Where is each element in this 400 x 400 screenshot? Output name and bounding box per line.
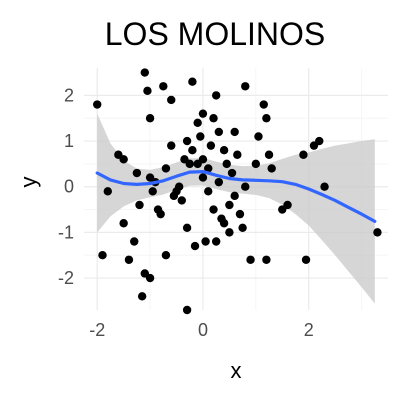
data-point — [201, 237, 210, 246]
data-point — [161, 251, 171, 260]
data-point — [174, 182, 184, 191]
data-point — [98, 251, 107, 260]
data-point — [188, 145, 197, 155]
data-point — [225, 228, 234, 237]
y-tick-label: -1 — [58, 222, 74, 242]
data-point — [188, 77, 197, 86]
data-point — [222, 159, 231, 169]
data-point — [137, 292, 147, 301]
data-point — [219, 145, 229, 155]
data-point — [254, 132, 263, 141]
data-point — [198, 173, 208, 182]
data-point — [238, 223, 247, 233]
data-point — [145, 273, 155, 283]
data-point — [230, 191, 239, 201]
x-tick-label: 0 — [198, 320, 208, 340]
y-tick-label: 0 — [64, 177, 74, 197]
data-point — [93, 100, 102, 109]
data-point — [299, 150, 308, 159]
data-point — [182, 305, 192, 315]
data-point — [267, 164, 276, 173]
data-point — [230, 127, 239, 137]
data-point — [167, 95, 176, 105]
data-point — [145, 114, 155, 123]
data-point — [320, 182, 329, 191]
x-tick-label: -2 — [89, 320, 105, 340]
data-point — [182, 223, 192, 233]
data-point — [262, 114, 271, 123]
data-point — [182, 136, 192, 146]
data-point — [246, 255, 255, 264]
data-point — [119, 155, 128, 164]
data-point — [167, 141, 176, 150]
y-tick-label: -2 — [58, 268, 74, 288]
data-point — [283, 200, 292, 210]
data-point — [124, 255, 134, 264]
data-point — [204, 187, 213, 196]
y-tick-label: 1 — [64, 131, 74, 151]
data-point — [135, 200, 144, 210]
data-point — [148, 187, 157, 196]
data-point — [259, 100, 268, 109]
data-point — [132, 168, 142, 178]
data-point — [219, 219, 229, 228]
data-point — [251, 159, 261, 169]
data-point — [214, 177, 224, 187]
data-point — [209, 114, 218, 123]
data-point — [235, 209, 245, 219]
data-point — [373, 228, 382, 237]
data-point — [161, 164, 171, 173]
data-point — [301, 255, 311, 264]
data-point — [143, 86, 152, 96]
data-point — [211, 237, 221, 246]
x-tick-label: 2 — [304, 320, 314, 340]
chart-title: LOS MOLINOS — [105, 16, 326, 52]
confidence-band — [97, 113, 375, 304]
x-axis-title: x — [231, 358, 242, 383]
data-point — [185, 159, 194, 169]
y-axis-title: y — [16, 177, 41, 188]
data-point — [211, 91, 221, 100]
data-point — [262, 255, 271, 264]
data-point — [214, 127, 224, 137]
data-point — [119, 219, 128, 228]
data-point — [193, 118, 202, 127]
data-point — [209, 205, 218, 214]
data-point — [225, 200, 234, 210]
data-point — [159, 82, 168, 91]
data-point — [196, 132, 205, 141]
data-point — [233, 150, 242, 159]
data-point — [103, 187, 112, 196]
data-point — [206, 141, 216, 150]
data-point — [130, 237, 139, 246]
data-point — [177, 196, 187, 205]
data-point — [204, 164, 213, 173]
y-tick-label: 2 — [64, 85, 74, 105]
smooth-line — [95, 170, 377, 223]
data-point — [315, 136, 324, 146]
data-point — [198, 109, 208, 118]
data-point — [198, 155, 208, 164]
plot-area: -2 0 2 -2 -1 0 1 2 — [58, 68, 388, 340]
data-point — [241, 182, 250, 191]
data-point — [227, 168, 237, 178]
data-point — [241, 82, 250, 91]
data-point — [190, 241, 200, 251]
data-point — [156, 209, 165, 219]
data-point — [264, 150, 274, 159]
data-point — [140, 68, 149, 77]
